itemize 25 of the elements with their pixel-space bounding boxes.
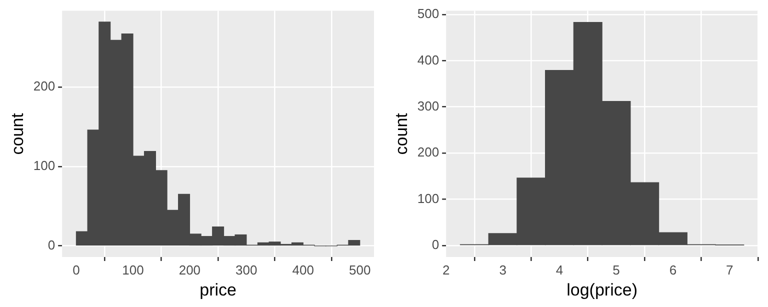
x-tick-label: 300 bbox=[236, 262, 258, 278]
x-tick-label: 7 bbox=[726, 262, 734, 278]
x-tick-label: 5 bbox=[612, 262, 620, 278]
y-tick-label: 0 bbox=[432, 237, 440, 252]
x-axis-title: log(price) bbox=[566, 280, 638, 300]
y-tick-label: 100 bbox=[33, 158, 56, 174]
x-tick-label: 2 bbox=[442, 262, 450, 278]
x-tick-label: 500 bbox=[348, 262, 371, 278]
x-tick-label: 0 bbox=[72, 262, 80, 278]
y-axis-title: count bbox=[392, 112, 411, 155]
y-tick-label: 300 bbox=[417, 98, 440, 114]
y-tick-label: 200 bbox=[417, 144, 440, 160]
y-tick-label: 0 bbox=[48, 237, 56, 252]
y-tick-label: 500 bbox=[417, 6, 440, 22]
x-tick-label: 400 bbox=[292, 262, 314, 278]
y-tick-label: 100 bbox=[417, 190, 440, 206]
y-tick-label: 200 bbox=[33, 78, 56, 94]
y-axis-title: count bbox=[8, 112, 27, 155]
x-axis-title: price bbox=[200, 280, 236, 300]
x-tick-label: 6 bbox=[669, 262, 677, 278]
y-tick-label: 400 bbox=[417, 52, 440, 68]
x-tick-label: 200 bbox=[178, 262, 201, 278]
x-tick-label: 4 bbox=[556, 262, 564, 278]
x-tick-label: 3 bbox=[499, 262, 506, 278]
x-tick-label: 100 bbox=[122, 262, 144, 278]
